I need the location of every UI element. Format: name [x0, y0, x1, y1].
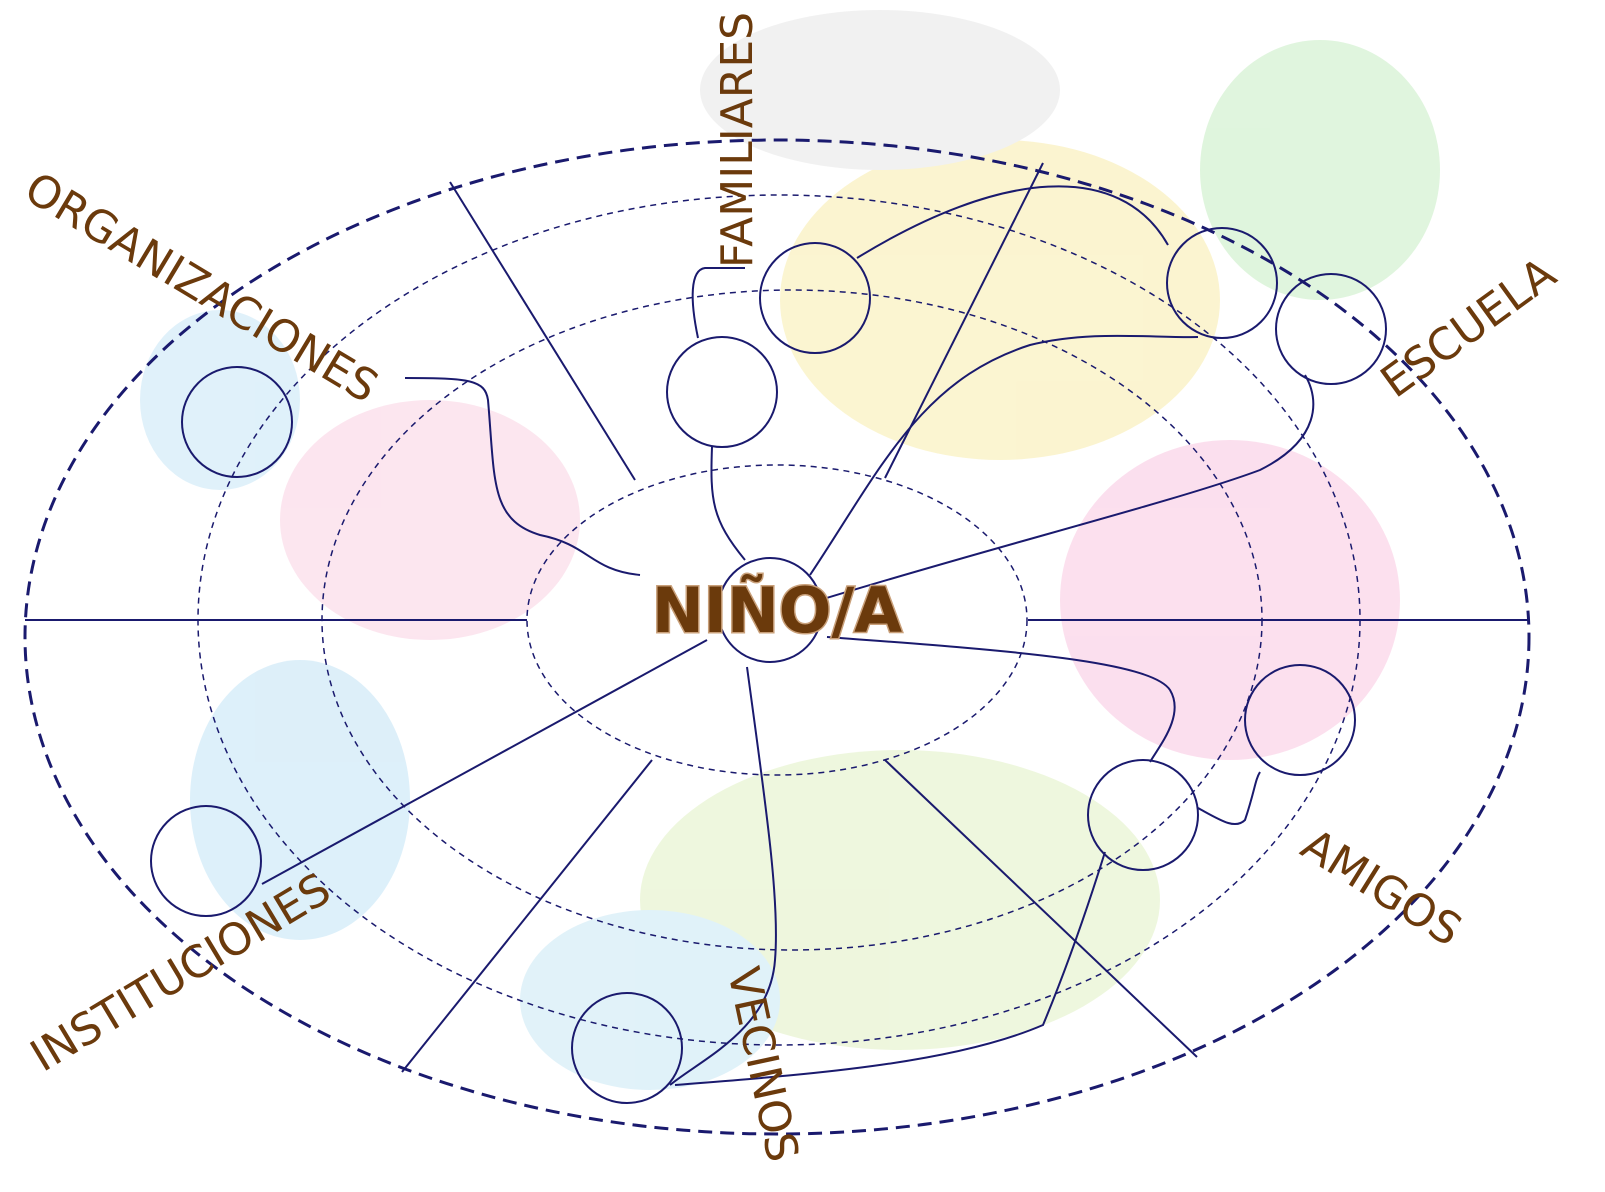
connection	[711, 447, 745, 560]
ecomap: NIÑO/A FAMILIARES ORGANIZACIONES ESCUELA…	[0, 0, 1605, 1192]
sector-label: INSTITUCIONES	[22, 864, 339, 1083]
connection	[1198, 772, 1260, 824]
connection	[693, 268, 745, 338]
node	[667, 337, 777, 447]
sector-label: FAMILIARES	[712, 12, 763, 268]
sector-label: ESCUELA	[1372, 248, 1565, 408]
center-label: NIÑO/A	[652, 574, 902, 647]
background-art	[140, 10, 1440, 1090]
sector-label: AMIGOS	[1292, 819, 1470, 956]
